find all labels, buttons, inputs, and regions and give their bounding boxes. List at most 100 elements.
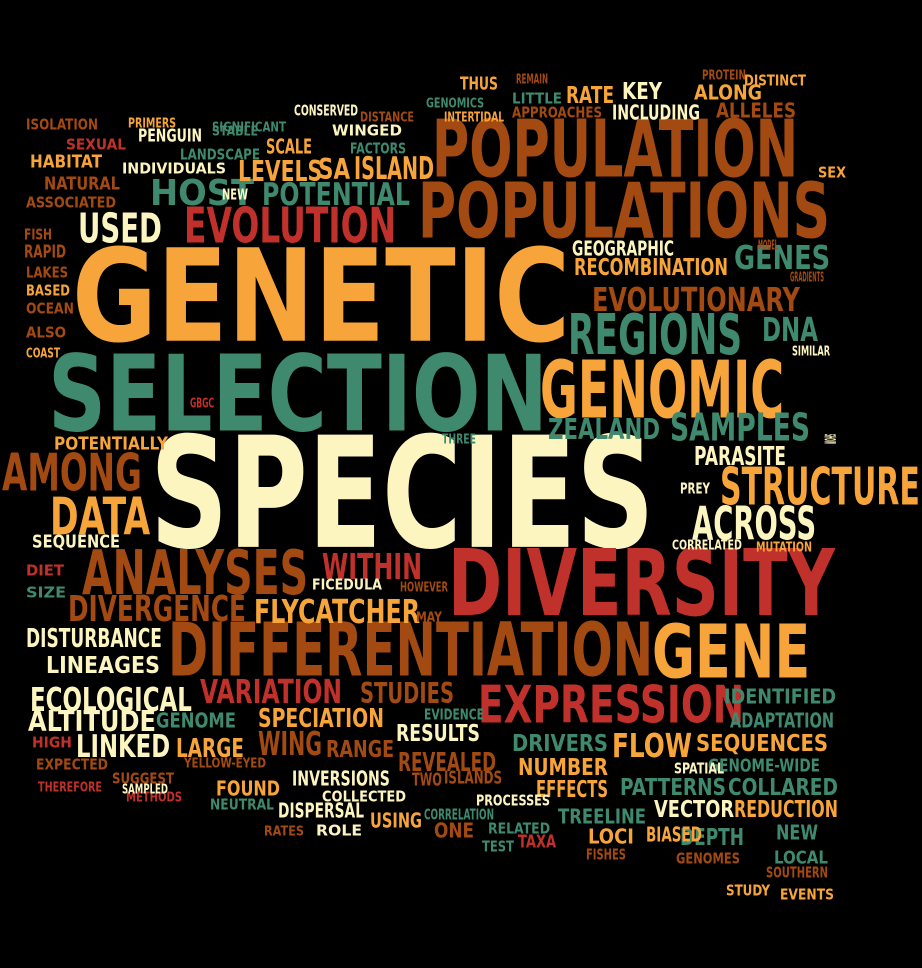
word-cloud-word: SEQUENCE	[32, 530, 121, 552]
word-cloud-word: APPROACHES	[512, 103, 603, 122]
word-cloud-word: SCALE	[266, 134, 312, 159]
word-cloud-word: PARASITE	[694, 441, 786, 472]
word-cloud-word: DRIVERS	[512, 729, 608, 757]
word-cloud-word: SIMILAR	[792, 343, 831, 359]
word-cloud-word: CONSERVED	[294, 101, 359, 120]
word-cloud-word: USED	[78, 204, 162, 253]
word-cloud-word: DISTANCE	[360, 109, 415, 125]
word-cloud-word: NUMBER	[518, 753, 608, 781]
word-cloud-word: SIZE	[26, 583, 67, 602]
word-cloud-word: TEST	[482, 837, 514, 856]
word-cloud-word: REGIONS	[568, 301, 743, 368]
word-cloud-word: PRIMERS	[128, 115, 177, 131]
word-cloud-word: SPECIATION	[258, 703, 384, 734]
word-cloud-word: WITHIN	[322, 545, 423, 588]
word-cloud-word: EFFECTS	[536, 775, 608, 803]
word-cloud-word: IDENTIFIED	[724, 684, 837, 709]
word-cloud-word: LEVELS	[238, 154, 323, 188]
word-cloud-word: ISOLATION	[26, 115, 98, 134]
word-cloud-word: MAY	[416, 609, 442, 625]
word-cloud-word: ONE	[434, 818, 475, 843]
word-cloud-word: GENOME	[156, 708, 236, 733]
word-cloud-word: GENETIC	[72, 221, 571, 372]
word-cloud-word: INCLUDING	[612, 100, 700, 125]
word-cloud-word: ADAPTATION	[730, 708, 835, 733]
word-cloud-word: RECOMBINATION	[574, 253, 729, 281]
word-cloud-word: ANALYSES	[82, 536, 309, 609]
word-cloud-word: ECOLOGICAL	[30, 679, 192, 719]
word-cloud-word: CORRELATED	[672, 537, 742, 553]
word-cloud-word: PENGUIN	[138, 124, 203, 146]
word-cloud-word: SPATIAL	[674, 759, 725, 778]
word-cloud-word: SUGGEST	[112, 769, 174, 788]
word-cloud-word: REMAIN	[516, 71, 549, 87]
word-cloud-word: THREE	[442, 431, 476, 447]
word-cloud-word: PREY	[680, 479, 711, 498]
word-cloud-word: EXPECTED	[36, 755, 108, 774]
word-cloud-word: SIGNIFICANT	[212, 119, 287, 135]
word-cloud-word: LITTLE	[512, 89, 562, 108]
word-cloud-word: POPULATIONS	[418, 165, 831, 256]
word-cloud-word: METHODS	[126, 789, 182, 805]
word-cloud-word: TREELINE	[558, 804, 646, 829]
word-cloud-word: STUDY	[726, 881, 770, 900]
word-cloud-word: TAXA	[518, 830, 557, 852]
word-cloud-word: WINGED	[332, 121, 402, 140]
word-cloud-word: FOUND	[216, 776, 281, 801]
word-cloud-word: ISLANDS	[444, 766, 503, 788]
word-cloud-word: NEW	[222, 185, 249, 204]
word-cloud-word: FISHES	[586, 845, 626, 864]
word-cloud-word: LAKES	[26, 263, 68, 282]
word-cloud-word: GEOGRAPHIC	[572, 236, 675, 261]
word-cloud-word: REDUCTION	[734, 795, 839, 823]
word-cloud-word: FLOW	[612, 725, 692, 765]
word-cloud-word: TWO	[412, 768, 442, 790]
word-cloud-word: INVERSIONS	[292, 766, 390, 791]
word-cloud-word: PATTERNS	[620, 773, 726, 801]
word-cloud-word: THUS	[460, 72, 499, 94]
word-cloud-word: ALLELES	[716, 98, 797, 123]
word-cloud-word: DNA	[762, 309, 819, 349]
word-cloud-word: RATES	[264, 823, 305, 839]
word-cloud-word: GBGC	[190, 395, 214, 411]
word-cloud-word: COLLECTED	[322, 787, 407, 806]
word-cloud-word: DIET	[26, 561, 64, 580]
word-cloud-word: YELLOW-EYED	[184, 755, 266, 771]
word-cloud-word: COAST	[26, 345, 61, 361]
word-cloud-word: INDIVIDUALS	[122, 159, 226, 178]
word-cloud-word: SEXUAL	[66, 135, 126, 154]
word-cloud-word: LINEAGES	[46, 651, 160, 679]
word-cloud-word: GRADIENTS	[790, 269, 824, 285]
word-cloud-word: ROLE	[316, 821, 363, 840]
word-cloud-word: FACTORS	[350, 139, 406, 158]
word-cloud-word: ZEALAND	[548, 412, 661, 446]
word-cloud-word: DISPERSAL	[278, 798, 364, 823]
word-cloud-word: POTENTIALLY	[54, 432, 168, 454]
word-cloud-word: ACROSS	[692, 496, 817, 551]
word-cloud-word: DISTINCT	[744, 71, 806, 90]
word-cloud-word: REVEALED	[398, 747, 497, 778]
word-cloud-word: SHOW	[820, 434, 840, 445]
word-cloud-word: ALSO	[26, 323, 67, 342]
word-cloud-word: VARIATION	[200, 671, 342, 711]
word-cloud-word: LANDSCAPE	[180, 145, 261, 164]
word-cloud-word: FICEDULA	[312, 575, 382, 594]
word-cloud-word: NEUTRAL	[210, 795, 274, 814]
word-cloud-word: HABITAT	[30, 150, 102, 172]
word-cloud-word: EVOLUTIONARY	[592, 279, 800, 319]
word-cloud-word: AMONG	[2, 442, 142, 503]
word-cloud-word: GENOME-WIDE	[708, 754, 820, 776]
word-cloud-word: HOST	[150, 171, 254, 214]
word-cloud-word: SEQUENCES	[696, 729, 829, 757]
word-cloud-word: FISH	[24, 225, 53, 244]
word-cloud-word: SEX	[818, 163, 847, 182]
word-cloud-word: LARGE	[176, 733, 244, 764]
word-cloud-word: KEY	[622, 77, 663, 105]
word-cloud-word: EXPRESSION	[478, 674, 745, 735]
word-cloud-word: BASED	[26, 281, 70, 300]
word-cloud-word: DIVERGENCE	[68, 587, 246, 630]
word-cloud-word: HOWEVER	[400, 579, 449, 595]
word-cloud-word: EVOLUTION	[184, 197, 397, 255]
word-cloud-word: HIGH	[32, 733, 72, 752]
